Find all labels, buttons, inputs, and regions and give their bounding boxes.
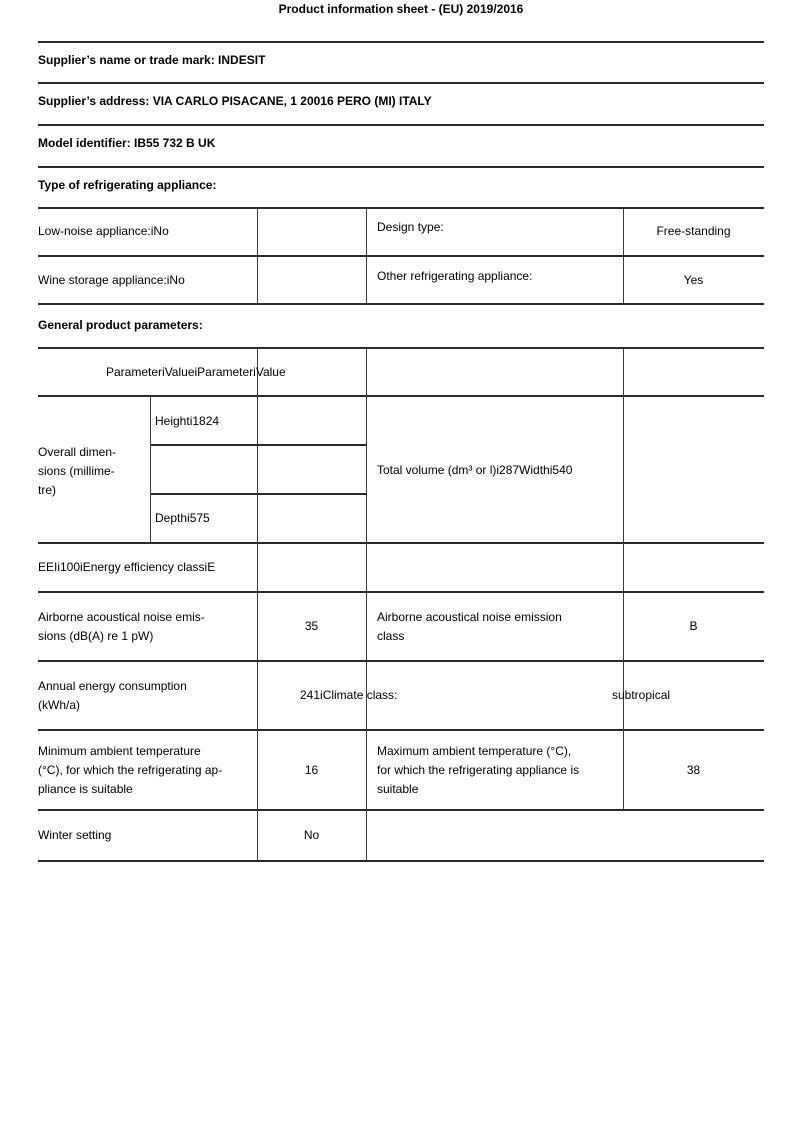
other-refrigerating-value: Yes <box>683 273 704 287</box>
winter-setting-label: Winter setting <box>38 828 112 842</box>
winter-setting-value: No <box>303 828 320 842</box>
noise-class-label: Airborne acoustical noise emission class <box>377 610 562 643</box>
table-border-h <box>38 591 764 593</box>
table-border-h <box>38 809 764 811</box>
height-cell: Heighti1824 <box>155 414 220 428</box>
table-border-v <box>623 209 624 303</box>
min-temp-value: 16 <box>304 763 319 777</box>
table-border-v <box>257 349 258 860</box>
section-divider <box>38 166 764 168</box>
overall-dimensions-label: Overall dimen- sions (millime- tre) <box>38 445 117 497</box>
table-border-h <box>38 395 764 397</box>
table-border-h <box>150 493 366 495</box>
general-parameters-heading: General product parameters: <box>38 318 203 332</box>
annual-energy-label: Annual energy consumption (kWh/a) <box>38 679 187 712</box>
depth-cell: Depthi575 <box>155 511 210 525</box>
type-section-heading: Type of refrigerating appliance: <box>38 178 217 192</box>
table-border-h <box>150 444 366 446</box>
other-refrigerating-label: Other refrigerating appliance: <box>377 269 533 283</box>
max-temp-value: 38 <box>686 763 701 777</box>
table-border-v <box>257 209 258 303</box>
table-border-h <box>38 542 764 544</box>
table-border-h <box>38 729 764 731</box>
document-title: Product information sheet - (EU) 2019/20… <box>278 2 524 16</box>
max-temp-label: Maximum ambient temperature (°C), for wh… <box>377 744 580 796</box>
noise-class-value: B <box>689 619 698 633</box>
noise-emission-value: 35 <box>304 619 319 633</box>
table-border-h <box>38 347 764 349</box>
parameter-value-header: ParameteriValueiParameteriValue <box>106 365 286 379</box>
climate-class-cell: 241iClimate class: <box>300 688 398 702</box>
table-border-h <box>38 255 764 257</box>
table-border-h <box>38 660 764 662</box>
climate-class-value: subtropical <box>612 688 671 702</box>
supplier-name: Supplier’s name or trade mark: INDESIT <box>38 53 266 67</box>
design-type-value: Free-standing <box>656 224 731 238</box>
table-border-v <box>366 209 367 303</box>
supplier-address: Supplier’s address: VIA CARLO PISACANE, … <box>38 94 432 108</box>
model-identifier: Model identifier: IB55 732 B UK <box>38 136 216 150</box>
noise-emission-label: Airborne acoustical noise emis- sions (d… <box>38 610 205 643</box>
table-border-v <box>623 349 624 809</box>
table-border-h <box>38 303 764 305</box>
table-border-h <box>38 860 764 862</box>
section-divider <box>38 82 764 84</box>
min-temp-label: Minimum ambient temperature (°C), for wh… <box>38 744 223 796</box>
total-volume-cell: Total volume (dm³ or l)i287Widthi540 <box>377 463 573 477</box>
wine-storage-appliance-cell: Wine storage appliance:iNo <box>38 273 185 287</box>
low-noise-appliance-cell: Low-noise appliance:iNo <box>38 224 169 238</box>
section-divider <box>38 41 764 43</box>
table-border-v <box>150 397 151 542</box>
energy-efficiency-cell: EEIi100iEnergy efficiency classiE <box>38 560 216 574</box>
table-border-v <box>366 349 367 860</box>
table-border-h <box>38 207 764 209</box>
design-type-label: Design type: <box>377 220 444 234</box>
section-divider <box>38 124 764 126</box>
